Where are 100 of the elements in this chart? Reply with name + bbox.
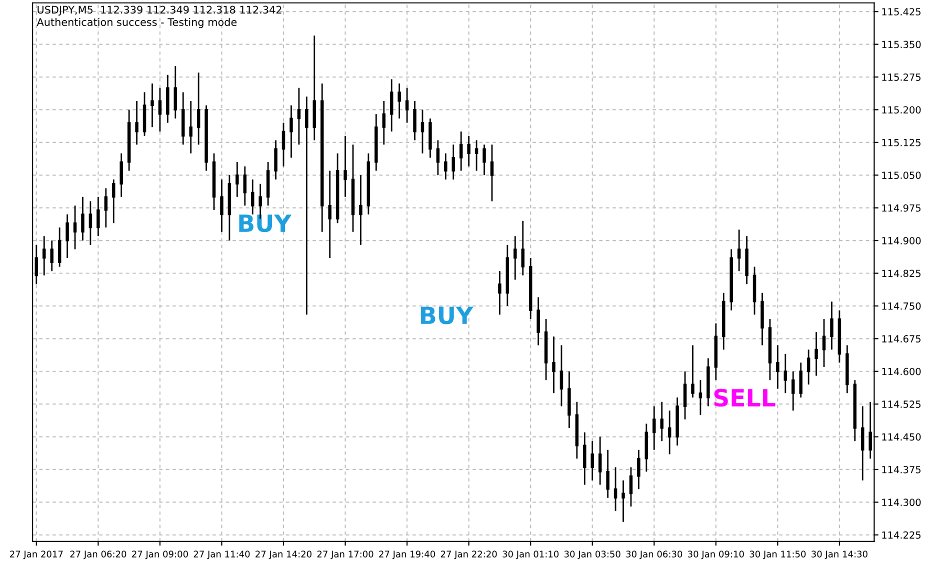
y-tick-label: 114.900 xyxy=(882,237,921,244)
candlestick xyxy=(328,170,332,259)
candlestick xyxy=(204,104,208,172)
candlestick xyxy=(452,144,455,180)
candlestick xyxy=(150,82,154,128)
candlestick xyxy=(806,348,810,386)
candlestick xyxy=(467,135,470,168)
candlestick xyxy=(583,432,586,486)
candlestick xyxy=(66,214,69,259)
candlestick xyxy=(722,292,726,350)
candlestick xyxy=(745,235,748,285)
y-tick-label: 114.300 xyxy=(882,498,921,506)
candlestick xyxy=(598,436,602,486)
candlestick xyxy=(166,74,170,124)
x-tick-label: 30 Jan 03:50 xyxy=(564,550,620,560)
candlestick xyxy=(552,336,556,394)
x-tick-label: 30 Jan 06:30 xyxy=(626,550,682,560)
y-tick-label: 114.975 xyxy=(882,204,920,212)
candlestick xyxy=(398,82,401,120)
candlestick xyxy=(351,144,355,233)
y-tick-label: 114.225 xyxy=(882,531,920,539)
candlestick xyxy=(112,178,116,224)
candlestick xyxy=(691,344,694,398)
y-tick-label: 115.125 xyxy=(882,138,920,146)
candlestick xyxy=(428,118,432,158)
candlestick xyxy=(514,235,517,280)
candlestick xyxy=(737,228,741,272)
candlestick xyxy=(474,140,478,172)
x-tick-label: 27 Jan 17:00 xyxy=(317,550,374,560)
x-tick-label: 27 Jan 14:20 xyxy=(256,550,312,560)
y-tick-label: 114.750 xyxy=(882,302,921,310)
y-tick-label: 114.525 xyxy=(882,400,920,408)
candlestick xyxy=(290,104,293,158)
candlestick xyxy=(104,188,108,228)
candlestick xyxy=(730,248,733,312)
x-tick-label: 27 Jan 22:20 xyxy=(440,550,497,560)
y-tick-label: 115.050 xyxy=(882,172,921,179)
candlestick xyxy=(860,406,864,482)
candlestick xyxy=(644,423,648,472)
y-tick-label: 114.375 xyxy=(882,466,920,474)
candlestick xyxy=(614,466,618,512)
candlestick xyxy=(405,87,409,124)
candlestick xyxy=(189,100,192,154)
candlestick xyxy=(274,140,278,180)
candlestick xyxy=(606,449,610,499)
candlestick xyxy=(390,78,394,132)
candlestick xyxy=(182,92,185,146)
candlestick xyxy=(344,135,347,198)
candlestick xyxy=(660,401,664,442)
candlestick xyxy=(420,109,424,154)
candlestick xyxy=(784,353,788,394)
candlestick xyxy=(822,318,826,368)
y-tick-label: 115.425 xyxy=(882,8,920,16)
candlestick xyxy=(196,72,200,146)
candlestick xyxy=(799,362,802,398)
candlestick xyxy=(135,100,138,146)
text: Authentication success - Testing mode xyxy=(36,18,237,28)
x-tick-label: 30 Jan 09:10 xyxy=(688,550,744,560)
candlestick xyxy=(158,87,162,132)
x-tick-label: 30 Jan 14:30 xyxy=(812,550,868,560)
candlestick xyxy=(459,130,463,172)
candlestick xyxy=(568,370,571,429)
y-tick-label: 115.350 xyxy=(882,40,921,48)
candlestick xyxy=(575,401,579,460)
candlestick xyxy=(560,344,564,407)
candlestick xyxy=(42,235,46,276)
candlestick xyxy=(698,379,702,416)
candlestick xyxy=(760,292,764,346)
candlestick xyxy=(266,161,270,206)
candlestick xyxy=(506,244,510,307)
x-tick-label: 27 Jan 09:00 xyxy=(132,550,188,560)
candlestick xyxy=(830,300,834,350)
candlestick xyxy=(413,100,416,141)
x-tick-label: 30 Jan 11:50 xyxy=(750,550,806,560)
candlestick xyxy=(58,226,62,268)
candlestick xyxy=(498,270,502,316)
y-tick-label: 115.275 xyxy=(882,73,920,81)
y-tick-label: 115.200 xyxy=(882,106,921,114)
candlestick xyxy=(706,358,710,407)
y-tick-label: 114.600 xyxy=(882,368,921,376)
candlestick xyxy=(792,370,795,412)
candlestick xyxy=(73,204,77,250)
x-tick-label: 27 Jan 2017 xyxy=(10,550,63,560)
candlestick xyxy=(220,178,224,233)
candlestick xyxy=(490,144,494,202)
y-tick-label: 114.825 xyxy=(882,270,920,278)
candlestick xyxy=(652,406,656,451)
candlestick xyxy=(590,440,594,482)
x-tick-label: 27 Jan 19:40 xyxy=(379,550,436,560)
x-tick-label: 27 Jan 06:20 xyxy=(70,550,126,560)
chart-title: USDJPY,M5 112.339 112.349 112.318 112.342 xyxy=(38,6,282,16)
candlestick xyxy=(637,449,640,490)
candlestick xyxy=(250,178,254,216)
candlestick xyxy=(96,196,100,237)
candlestick xyxy=(305,96,308,316)
annotation: SELL xyxy=(714,388,776,407)
candlestick xyxy=(50,240,54,272)
candlestick xyxy=(482,144,486,176)
y-tick-label: 114.450 xyxy=(882,433,921,441)
candlestick xyxy=(120,152,123,198)
